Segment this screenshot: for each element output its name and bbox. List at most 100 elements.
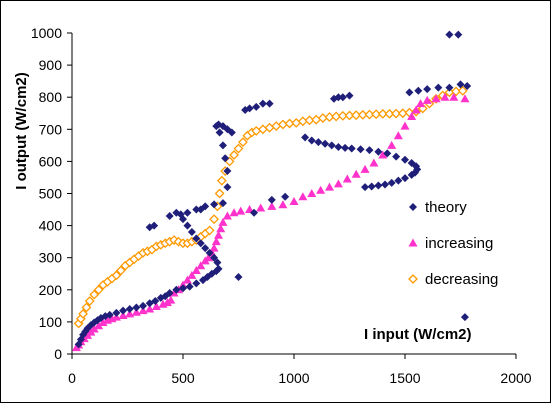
y-tick-label: 300 [39, 250, 63, 266]
increasing-point [204, 253, 214, 262]
decreasing-point [115, 265, 126, 276]
y-tick-label: 400 [39, 218, 63, 234]
decreasing-point [81, 302, 92, 313]
theory-point [405, 88, 414, 97]
increasing-point [333, 179, 343, 188]
theory-point [341, 143, 350, 152]
theory-point [183, 221, 192, 230]
y-tick-label: 200 [39, 282, 63, 298]
legend: theory increasing decreasing [408, 199, 498, 288]
theory-point [150, 221, 159, 230]
theory-point [345, 91, 354, 100]
theory-point [179, 284, 187, 293]
increasing-point [89, 324, 99, 333]
theory-point [281, 192, 290, 201]
increasing-point [351, 169, 361, 178]
decreasing-point [311, 114, 322, 125]
decreasing-point [364, 109, 375, 120]
increasing-point [378, 150, 388, 159]
increasing-point [400, 121, 410, 130]
legend-marker-decreasing [408, 274, 418, 284]
decreasing-point [377, 108, 388, 119]
theory-point [327, 141, 336, 150]
legend-marker-increasing [408, 238, 418, 247]
theory-point [227, 128, 236, 137]
data-points [71, 30, 472, 352]
theory-point [361, 183, 370, 192]
increasing-point [369, 158, 379, 167]
decreasing-point [391, 108, 402, 119]
theory-point [401, 174, 409, 183]
decreasing-point [214, 188, 225, 199]
decreasing-point [89, 289, 100, 300]
increasing-point [209, 243, 219, 252]
theory-point [165, 211, 174, 220]
increasing-point [145, 304, 155, 313]
theory-point [265, 99, 274, 108]
theory-point [151, 297, 160, 306]
theory-point [250, 208, 259, 217]
theory-point [356, 145, 365, 154]
theory-point [347, 144, 356, 153]
decreasing-point [344, 110, 355, 121]
theory-point [139, 301, 148, 310]
theory-point [267, 195, 276, 204]
increasing-point [267, 201, 277, 210]
x-tick-label: 0 [68, 370, 76, 386]
x-axis-label: I input (W/cm2) [364, 326, 472, 343]
increasing-point [98, 318, 108, 327]
increasing-point [214, 230, 224, 239]
increasing-point [256, 203, 266, 212]
increasing-point [236, 206, 246, 215]
theory-point [414, 86, 423, 95]
theory-point [381, 180, 390, 189]
theory-point [334, 93, 343, 102]
increasing-point [449, 92, 459, 101]
theory-point [383, 149, 392, 158]
theory-point [301, 133, 310, 142]
decreasing-point [233, 143, 244, 154]
y-tick-label: 1000 [31, 25, 62, 41]
decreasing-point [337, 110, 348, 121]
theory-point [205, 248, 214, 257]
theory-point [394, 176, 403, 185]
y-axis-label: I output (W/cm2) [13, 72, 30, 189]
decreasing-point [93, 284, 104, 295]
theory-point [210, 253, 219, 262]
decreasing-point [258, 124, 268, 135]
theory-point [401, 155, 409, 164]
y-tick-label: 0 [54, 346, 62, 362]
theory-point [374, 147, 383, 156]
decreasing-point [216, 175, 227, 186]
theory-point [215, 128, 224, 137]
legend-marker-theory [409, 203, 417, 211]
theory-point [367, 182, 376, 191]
series-theory [74, 30, 472, 349]
theory-point [119, 306, 128, 315]
decreasing-point [204, 225, 215, 236]
theory-point [334, 142, 343, 151]
theory-point [185, 282, 194, 291]
increasing-point [316, 185, 326, 194]
theory-point [132, 303, 141, 312]
theory-point [338, 93, 347, 102]
theory-point [183, 208, 192, 217]
increasing-point [431, 94, 441, 103]
theory-point [456, 80, 465, 89]
increasing-point [460, 94, 470, 103]
decreasing-point [111, 270, 122, 281]
theory-point [252, 102, 261, 111]
theory-point [245, 104, 254, 113]
increasing-point [229, 208, 239, 217]
theory-point [192, 205, 201, 214]
theory-point [463, 81, 472, 90]
increasing-point [222, 211, 232, 220]
theory-point [314, 138, 323, 147]
y-tick-label: 800 [39, 89, 63, 105]
increasing-point [342, 174, 352, 183]
increasing-point [182, 275, 192, 284]
theory-point [392, 152, 401, 161]
increasing-point [278, 200, 288, 209]
